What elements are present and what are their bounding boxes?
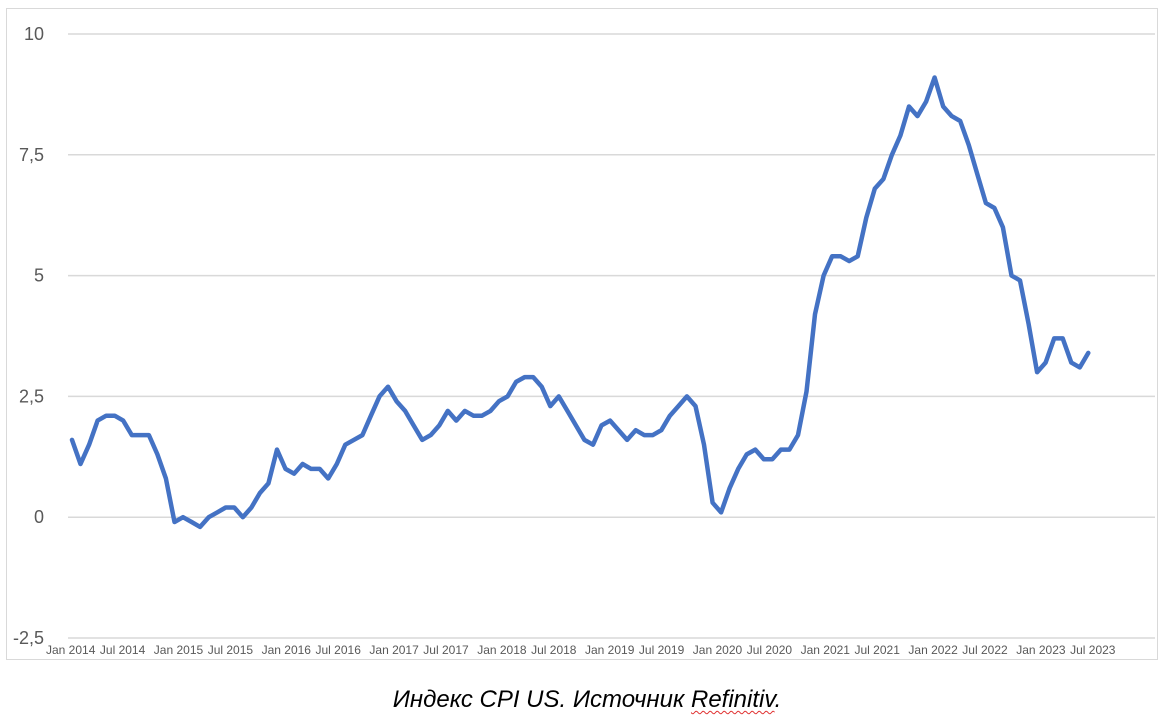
y-axis-ticks: 10 7,5 5 2,5 0 -2,5 — [13, 24, 44, 648]
x-axis-ticks: Jan 2014 Jul 2014 Jan 2015 Jul 2015 Jan 2016… — [46, 643, 1116, 657]
x-tick-label: Jan 2016 — [262, 643, 312, 657]
x-tick-label: Jul 2022 — [962, 643, 1008, 657]
x-tick-label: Jan 2023 — [1016, 643, 1066, 657]
x-tick-label: Jan 2021 — [801, 643, 851, 657]
x-tick-label: Jul 2017 — [423, 643, 469, 657]
x-tick-label: Jul 2015 — [208, 643, 254, 657]
series-layer — [69, 75, 1091, 530]
x-tick-label: Jan 2015 — [154, 643, 204, 657]
caption-suffix: . — [774, 686, 782, 713]
x-tick-label: Jul 2023 — [1070, 643, 1116, 657]
x-tick-label: Jan 2018 — [477, 643, 527, 657]
series-line — [69, 75, 1091, 530]
x-tick-label: Jul 2019 — [639, 643, 685, 657]
x-tick-label: Jan 2014 — [46, 643, 96, 657]
caption-source: Refinitiv — [690, 686, 775, 713]
y-tick-label: 5 — [34, 266, 44, 286]
y-tick-label: 7,5 — [19, 145, 44, 165]
x-tick-label: Jul 2014 — [100, 643, 146, 657]
x-tick-label: Jan 2017 — [369, 643, 419, 657]
cpi-line-chart: 107,552,50-2,5 Jan 2014 Jul 2014 Jan 2015 J… — [13, 24, 1155, 657]
x-tick-label: Jan 2022 — [908, 643, 958, 657]
x-tick-label: Jul 2016 — [316, 643, 362, 657]
y-tick-label: -2,5 — [13, 628, 44, 648]
y-tick-label: 2,5 — [19, 386, 44, 406]
grid-lines — [68, 33, 1155, 639]
x-tick-label: Jul 2021 — [855, 643, 901, 657]
x-tick-label: Jan 2020 — [693, 643, 743, 657]
x-tick-label: Jan 2019 — [585, 643, 635, 657]
x-tick-label: Jul 2020 — [747, 643, 793, 657]
chart-area — [6, 8, 1158, 660]
y-tick-label: 0 — [34, 507, 44, 527]
chart-caption: Индекс CPI US. Источник Refinitiv. — [0, 686, 1174, 714]
caption-prefix: Индекс CPI US. Источник — [392, 686, 691, 713]
y-tick-label: 10 — [24, 24, 44, 44]
x-tick-label: Jul 2018 — [531, 643, 577, 657]
